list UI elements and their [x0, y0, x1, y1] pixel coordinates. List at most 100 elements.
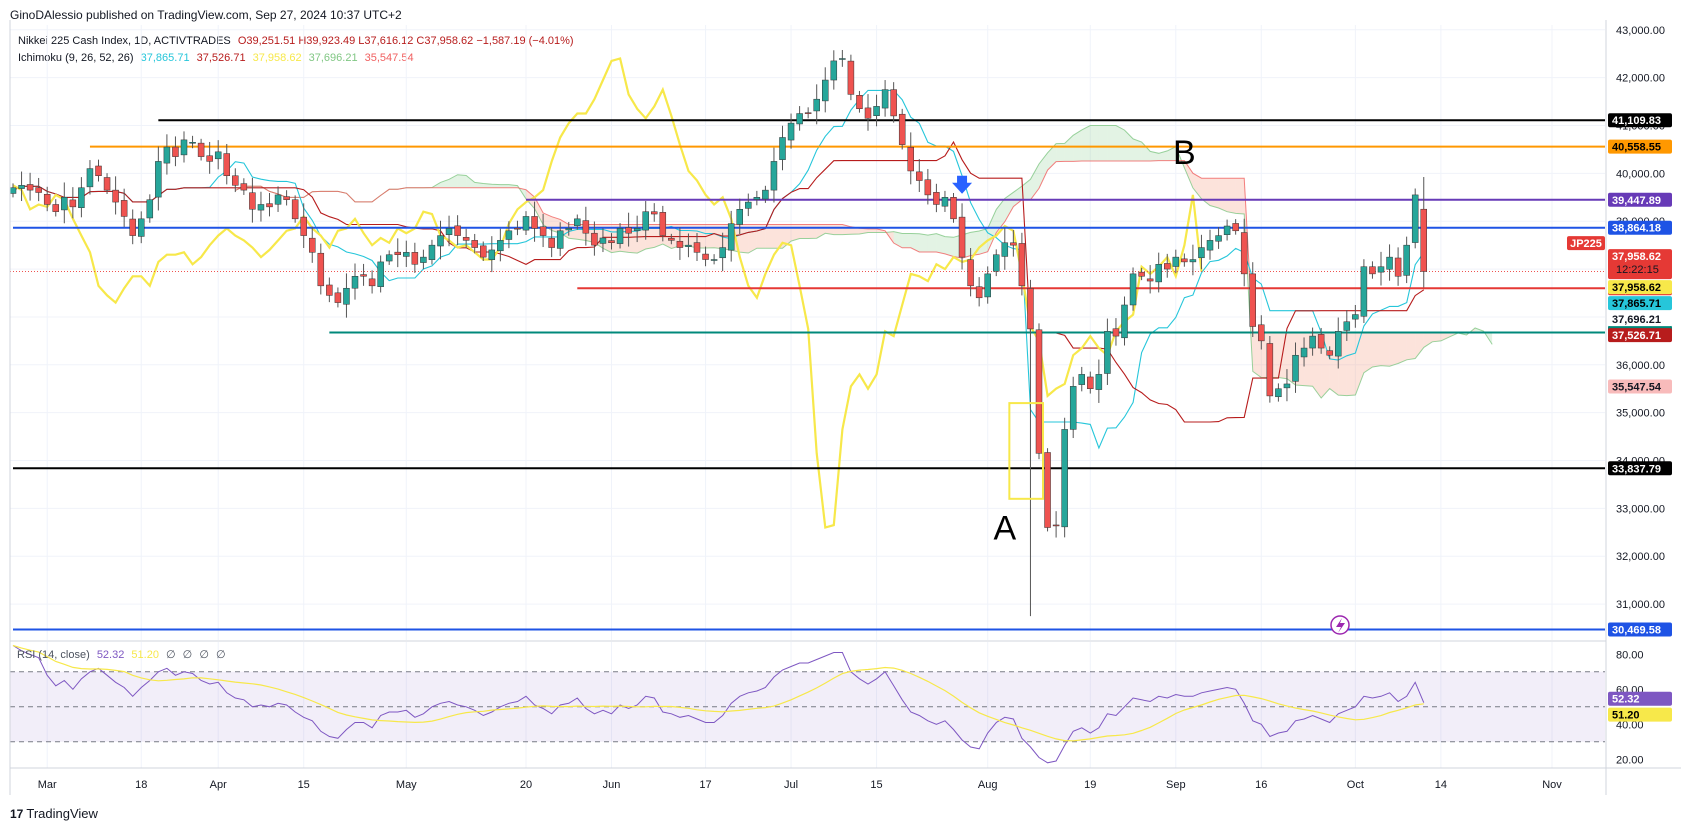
level-price-tag: 39,447.89	[1612, 195, 1661, 207]
lightning-bolt-icon	[1336, 618, 1345, 633]
candle-body	[993, 254, 1000, 272]
cloud-segment	[1107, 125, 1116, 162]
cloud-segment	[1363, 333, 1373, 373]
candle-body	[1001, 242, 1009, 257]
candle-body	[967, 259, 974, 287]
rsi-pane	[10, 644, 1605, 764]
cloud-segment	[1192, 173, 1202, 199]
candle-body	[975, 286, 983, 299]
cloud-segment	[799, 224, 809, 239]
price-tick-label: 36,000.00	[1616, 360, 1665, 372]
horizontal-levels[interactable]	[10, 119, 1605, 631]
cloud-segment	[936, 233, 945, 254]
candle-body	[539, 226, 547, 236]
candle-body	[941, 197, 949, 207]
candle-body	[813, 98, 820, 112]
candle-body	[1121, 304, 1128, 339]
candle-body	[770, 161, 778, 191]
candle-body	[146, 199, 154, 219]
candle-body	[214, 151, 222, 160]
cloud-segment	[1312, 333, 1322, 399]
candle-body	[625, 227, 632, 234]
cloud-segment	[1398, 333, 1407, 364]
symbol-tag-bg	[1567, 236, 1605, 251]
candle-body	[1240, 232, 1248, 275]
indicator-price-tag-bg	[1608, 296, 1672, 311]
cloud-segment	[1423, 333, 1433, 348]
candle-body	[719, 247, 726, 259]
tradingview-logo-icon: 17	[10, 807, 24, 821]
rsi-label[interactable]: RSI (14, close)	[17, 649, 90, 661]
level-price-tag: 33,837.79	[1612, 463, 1661, 475]
time-tick-label: 16	[1255, 779, 1267, 791]
cloud-segment	[483, 183, 492, 188]
candle-body	[864, 107, 872, 119]
candle-body	[659, 212, 667, 236]
candle-body	[753, 197, 761, 200]
candle-body	[35, 187, 42, 193]
candle-body	[497, 240, 504, 252]
candle-body	[1360, 266, 1368, 317]
candle-body	[1420, 208, 1427, 272]
cloud-segment	[440, 179, 450, 188]
candle-body	[847, 60, 855, 95]
time-tick-label: 20	[520, 779, 532, 791]
candle-body	[1155, 264, 1162, 283]
time-tick-label: Apr	[210, 779, 227, 791]
candle-body	[907, 146, 914, 172]
candle-body	[830, 60, 838, 81]
symbol-legend: Nikkei 225 Cash Index, 1D, ACTIVTRADES O…	[18, 35, 578, 47]
candle-body	[1181, 258, 1188, 263]
candle-body	[1386, 256, 1393, 270]
candle-body	[1352, 314, 1359, 320]
candle-body	[95, 165, 102, 177]
candle-body	[1172, 256, 1180, 267]
highlight-box	[1008, 402, 1044, 500]
cloud-segment	[1381, 333, 1390, 367]
cloud-segment	[1115, 125, 1125, 162]
candle-body	[69, 199, 77, 208]
cloud-segment	[1098, 125, 1108, 162]
price-tick-label: 35,000.00	[1616, 408, 1665, 420]
candle-body	[1104, 331, 1111, 374]
level-price-tag: 38,864.18	[1612, 223, 1661, 235]
rsi-ma-value: 51.20	[131, 649, 159, 661]
candle-body	[762, 189, 769, 200]
cloud-segment	[534, 197, 544, 225]
candle-body	[78, 187, 85, 208]
candle-body	[86, 168, 94, 188]
rsi-legend: RSI (14, close) 52.32 51.20 ∅ ∅ ∅ ∅	[17, 648, 230, 661]
cloud-segment	[944, 236, 954, 257]
ichimoku-cloud	[235, 125, 1493, 399]
rsi-empty-value: ∅	[182, 649, 193, 661]
rsi-tick-label: 40.00	[1616, 719, 1644, 731]
indicator-price-tag: 37,526.71	[1612, 330, 1661, 342]
ichimoku-value: 37,958.62	[252, 52, 302, 64]
candle-body	[599, 237, 607, 244]
rsi-empty-value: ∅	[215, 649, 226, 661]
cloud-segment	[1432, 333, 1441, 342]
candle-body	[437, 235, 444, 247]
candle-body	[471, 240, 478, 248]
tradingview-brand[interactable]: 17 TradingView	[10, 806, 98, 821]
cloud-segment	[868, 228, 877, 233]
candle-body	[1283, 383, 1291, 389]
rsi-band	[10, 671, 1605, 742]
cloud-segment	[1227, 178, 1236, 214]
level-price-tag-bg	[1608, 622, 1672, 637]
candle-body	[1189, 259, 1197, 263]
candle-body	[326, 284, 333, 296]
candle-body	[61, 197, 68, 211]
candle-body	[839, 58, 846, 60]
candle-body	[1164, 263, 1171, 270]
cloud-segment	[987, 209, 997, 252]
candle-body	[1078, 374, 1085, 385]
cloud-segment	[1252, 333, 1262, 378]
indicator-price-tag-bg	[1608, 328, 1672, 343]
candle-body	[890, 89, 897, 117]
cloud-segment	[714, 224, 723, 249]
cloud-segment	[1021, 179, 1031, 200]
symbol-name[interactable]: Nikkei 225 Cash Index, 1D, ACTIVTRADES	[18, 35, 231, 47]
annotation-label: B	[1173, 134, 1196, 172]
